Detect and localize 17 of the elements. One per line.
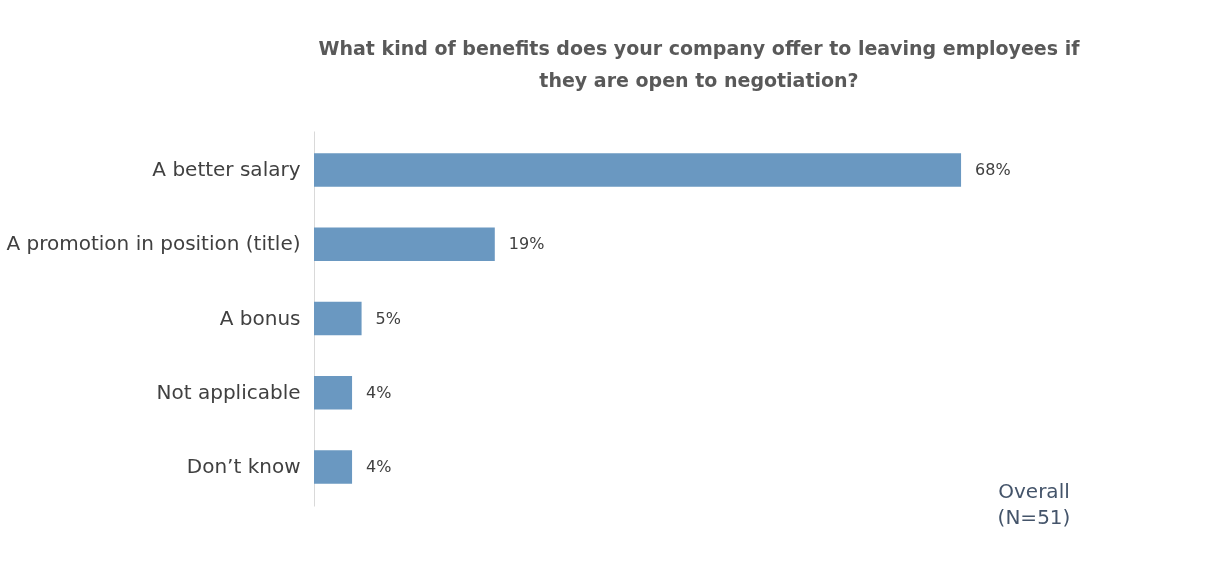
data-label: 19% bbox=[508, 234, 545, 254]
data-label: 68% bbox=[975, 159, 1011, 179]
y-tick-label: A better salary bbox=[152, 156, 301, 181]
bar bbox=[314, 301, 362, 336]
y-tick-label: A bonus bbox=[219, 305, 301, 330]
data-label: 5% bbox=[375, 308, 401, 328]
bar bbox=[314, 153, 962, 187]
y-tick-label: Not applicable bbox=[156, 379, 301, 404]
y-tick-label: A promotion in position (title) bbox=[6, 231, 301, 256]
data-label: 4% bbox=[366, 457, 392, 477]
bar bbox=[314, 227, 495, 261]
chart-title: What kind of benefits does your company offer to leaving employees if they are open to negotiation? bbox=[318, 37, 1081, 91]
bar bbox=[314, 376, 353, 410]
data-label: 4% bbox=[366, 382, 392, 402]
y-tick-label: Don’t know bbox=[186, 454, 301, 479]
text: Overall (N=51) bbox=[997, 479, 1071, 529]
bar bbox=[314, 450, 353, 484]
